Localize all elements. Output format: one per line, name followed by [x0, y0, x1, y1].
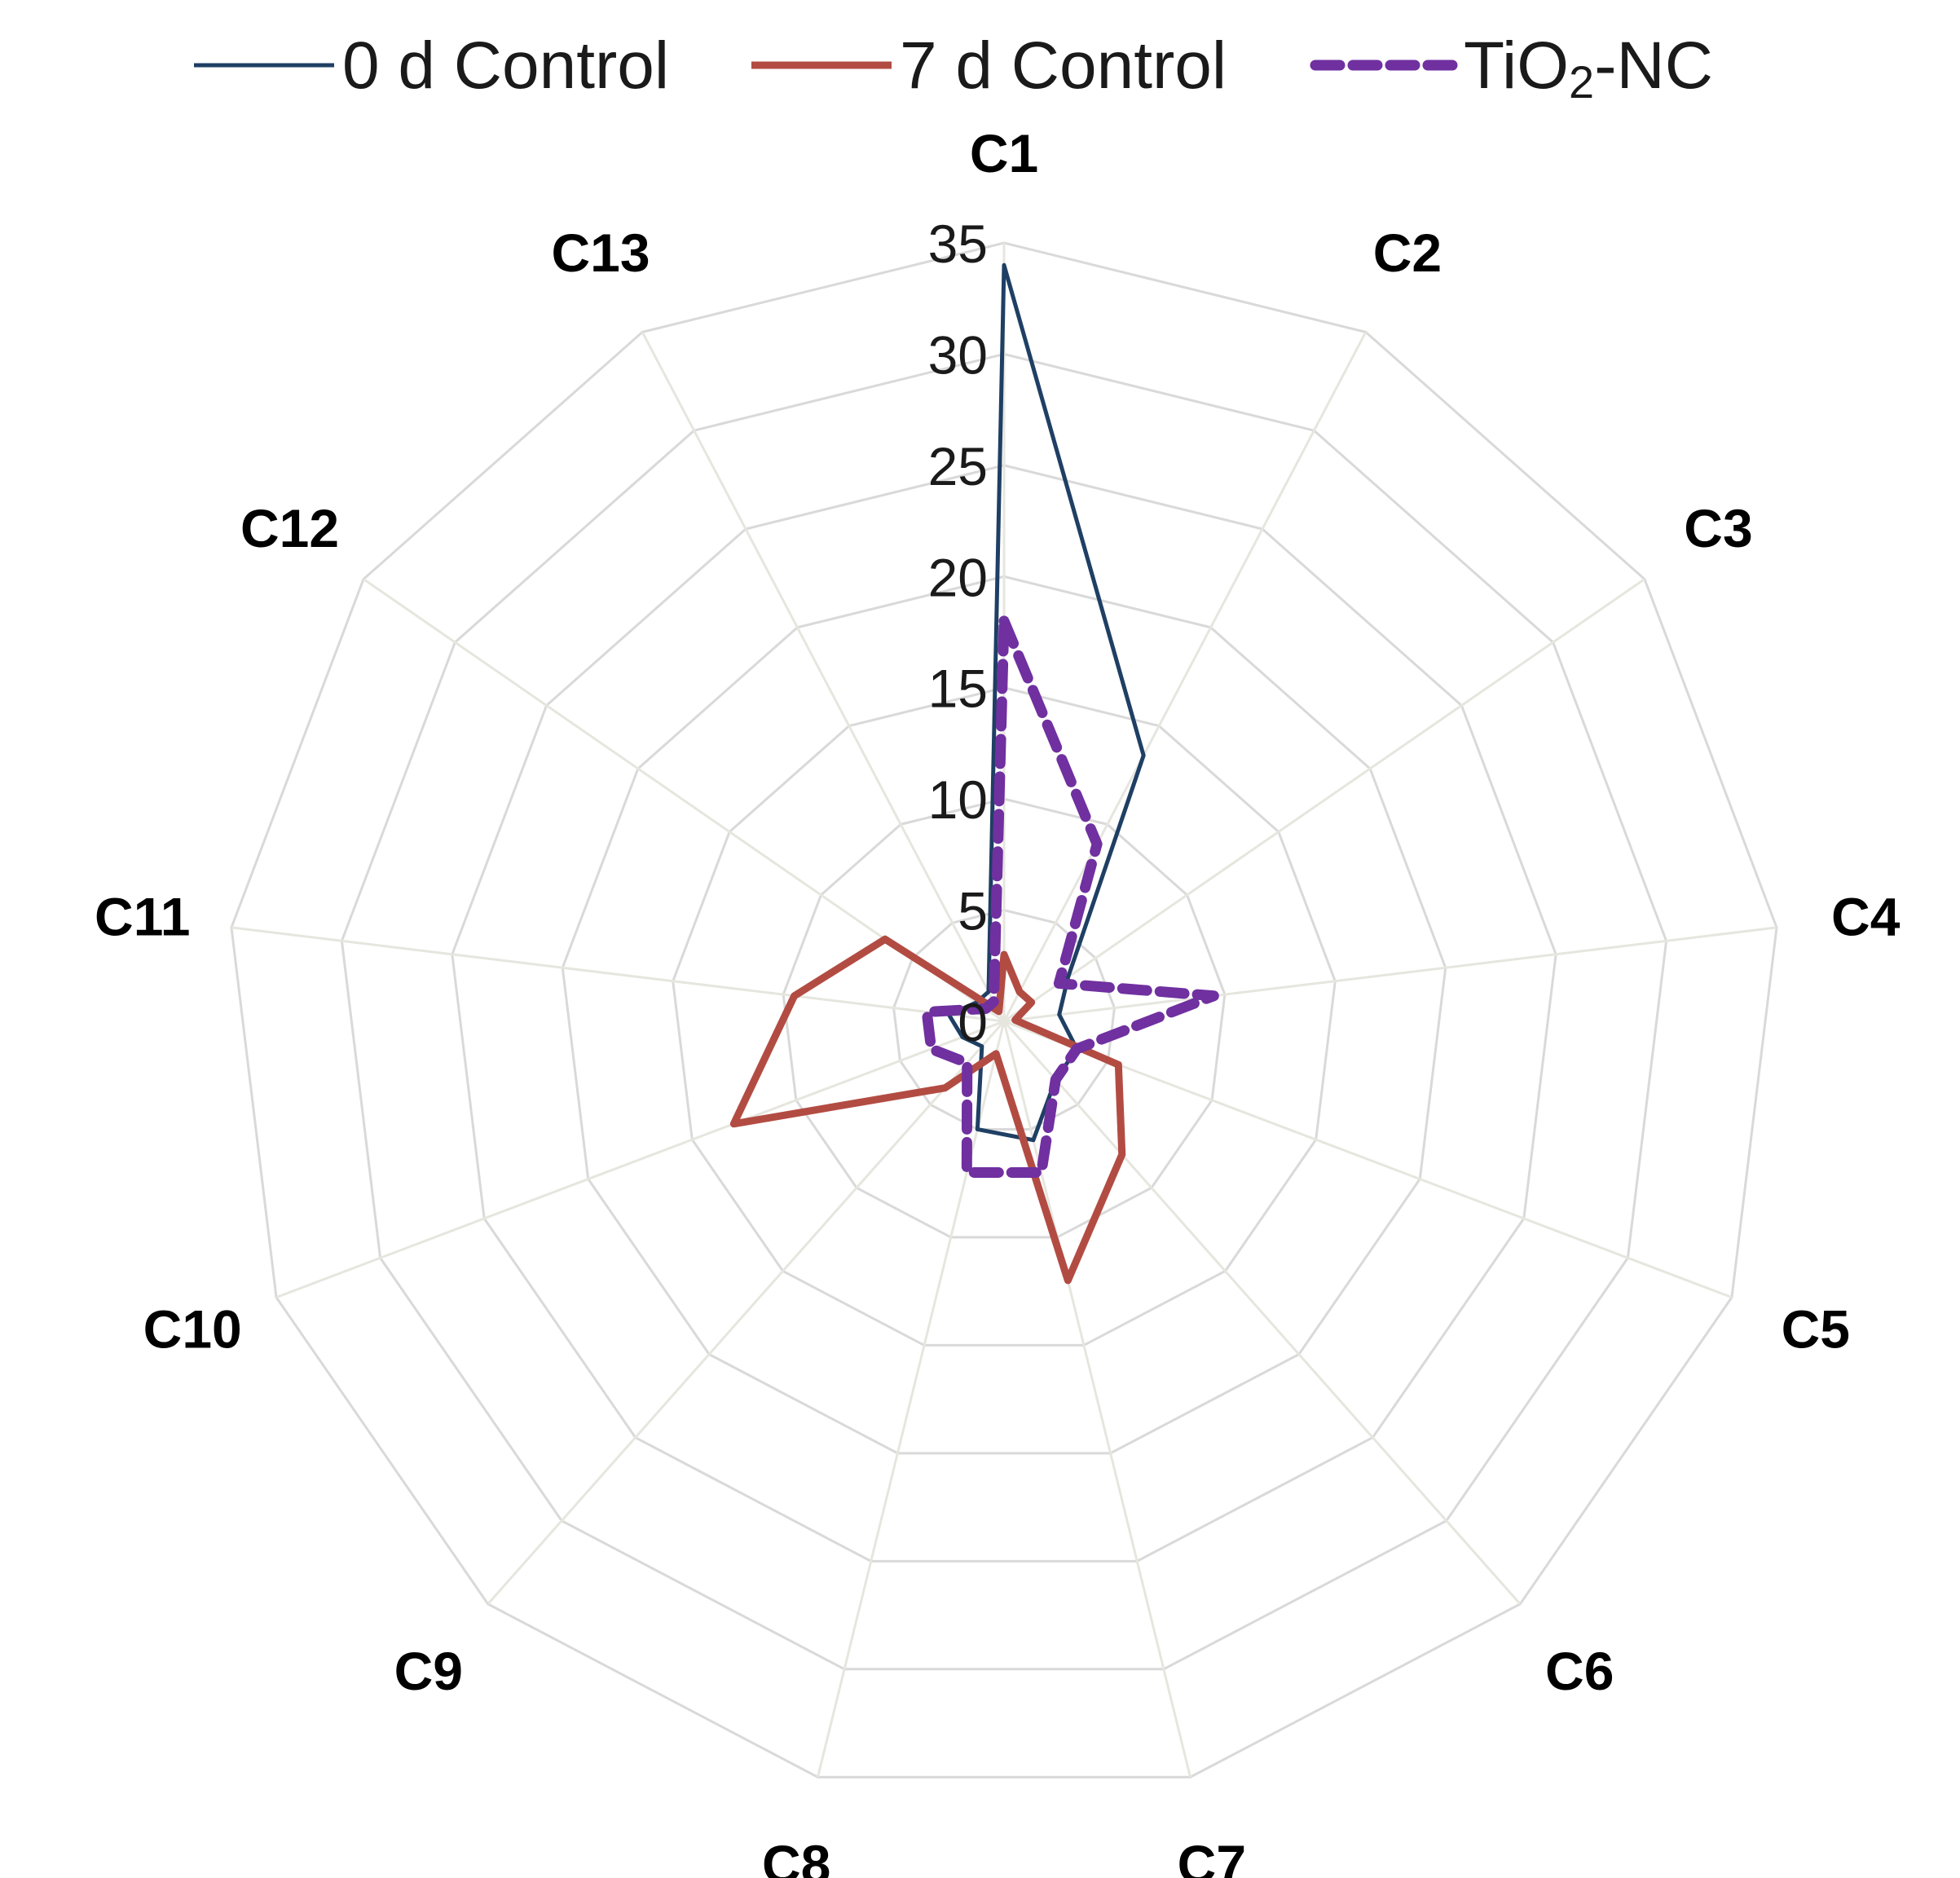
- point-tio2-nc-c4: [1213, 995, 1214, 997]
- legend: 0 d Control 7 d Control TiO2-NC: [194, 29, 1713, 108]
- category-label-c7: C7: [1178, 1834, 1246, 1878]
- radial-tick-labels: 0 5 10 15 20 25 30 35: [928, 214, 988, 1052]
- point-7-d-control-c8: [995, 1053, 997, 1055]
- spoke-c8: [816, 1021, 1006, 1778]
- legend-item-7-d-control: 7 d Control: [751, 29, 1227, 103]
- legend-label-0-d-control: 0 d Control: [342, 29, 669, 103]
- spoke-c13: [641, 331, 1006, 1022]
- grid-ring-25: [451, 464, 1557, 1563]
- point-7-d-control-c13: [998, 1011, 1000, 1012]
- point-7-d-control-c5: [1117, 1064, 1119, 1065]
- point-0-d-control-c3: [1068, 976, 1069, 978]
- tick-label-15: 15: [928, 659, 988, 719]
- point-7-d-control-c2: [1019, 991, 1020, 993]
- point-tio2-nc-c7: [1041, 1171, 1042, 1173]
- spoke-c10: [275, 1020, 1005, 1299]
- point-0-d-control-c13: [988, 991, 989, 993]
- point-0-d-control-c8: [976, 1128, 978, 1130]
- point-tio2-nc-c2: [1096, 844, 1098, 845]
- category-label-c5: C5: [1782, 1299, 1850, 1360]
- category-labels: C1 C2 C3 C4 C5 C6 C7 C8 C9 C10 C11 C12 C13: [95, 123, 1901, 1878]
- legend-item-0-d-control: 0 d Control: [194, 29, 669, 103]
- point-0-d-control-c1: [1003, 264, 1005, 266]
- spoke-c7: [1002, 1021, 1192, 1778]
- spoke-c11: [231, 926, 1005, 1023]
- category-label-c3: C3: [1684, 498, 1752, 558]
- category-label-c9: C9: [394, 1641, 463, 1701]
- category-label-c6: C6: [1545, 1641, 1614, 1701]
- category-label-c8: C8: [762, 1834, 830, 1878]
- tick-label-25: 25: [928, 436, 988, 496]
- category-label-c11: C11: [95, 887, 190, 947]
- point-7-d-control-c9: [945, 1087, 946, 1089]
- category-label-c1: C1: [970, 123, 1038, 183]
- series-line-7-d-control: [729, 935, 1126, 1285]
- spoke-c6: [1002, 1021, 1522, 1605]
- tick-label-30: 30: [928, 324, 988, 385]
- radar-grid: [230, 241, 1778, 1779]
- category-label-c4: C4: [1831, 887, 1901, 947]
- category-label-c2: C2: [1373, 223, 1442, 283]
- grid-ring-15: [672, 686, 1337, 1347]
- point-tio2-nc-c13: [993, 1001, 994, 1003]
- grid-ring-5: [892, 909, 1116, 1131]
- tick-label-0: 0: [958, 992, 988, 1052]
- point-tio2-nc-c5: [1076, 1048, 1077, 1050]
- point-7-d-control-c4: [1015, 1019, 1016, 1021]
- point-tio2-nc-c3: [1058, 982, 1059, 984]
- spoke-c4: [1003, 926, 1777, 1023]
- category-label-c12: C12: [240, 498, 339, 558]
- category-label-c13: C13: [552, 223, 650, 283]
- legend-label-tio2-nc: TiO2-NC: [1464, 29, 1713, 108]
- point-7-d-control-c7: [1067, 1280, 1068, 1281]
- spoke-c9: [487, 1021, 1006, 1605]
- point-tio2-nc-c10: [931, 1048, 932, 1050]
- grid-ring-10: [782, 797, 1227, 1239]
- grid-ring-35: [230, 241, 1778, 1779]
- point-tio2-nc-c11: [926, 1011, 927, 1012]
- point-tio2-nc-c1: [1003, 620, 1005, 622]
- point-7-d-control-c3: [1031, 1002, 1033, 1003]
- grid-ring-20: [561, 575, 1447, 1455]
- point-tio2-nc-c8: [966, 1171, 967, 1173]
- category-label-c10: C10: [143, 1299, 242, 1360]
- grid-ring-30: [340, 352, 1668, 1671]
- tick-label-10: 10: [928, 769, 988, 830]
- tick-label-5: 5: [958, 881, 988, 941]
- point-tio2-nc-c9: [967, 1062, 968, 1064]
- point-0-d-control-c7: [1033, 1140, 1034, 1141]
- point-7-d-control-c6: [1121, 1153, 1123, 1155]
- spoke-c2: [1002, 331, 1368, 1022]
- legend-item-tio2-nc: TiO2-NC: [1310, 29, 1713, 108]
- point-7-d-control-c1: [1003, 954, 1005, 955]
- tick-label-35: 35: [928, 214, 988, 274]
- point-7-d-control-c11: [794, 995, 795, 997]
- point-7-d-control-c10: [733, 1123, 734, 1125]
- point-tio2-nc-c6: [1055, 1078, 1056, 1080]
- point-0-d-control-c2: [1143, 755, 1144, 756]
- tick-label-20: 20: [928, 547, 988, 607]
- series-line-tio2-nc: [921, 615, 1219, 1178]
- spoke-c5: [1003, 1020, 1733, 1299]
- spoke-c3: [1003, 578, 1645, 1023]
- radar-series: [729, 262, 1219, 1285]
- point-7-d-control-c12: [884, 938, 886, 940]
- legend-label-7-d-control: 7 d Control: [900, 29, 1227, 103]
- point-0-d-control-c4: [1059, 1014, 1060, 1016]
